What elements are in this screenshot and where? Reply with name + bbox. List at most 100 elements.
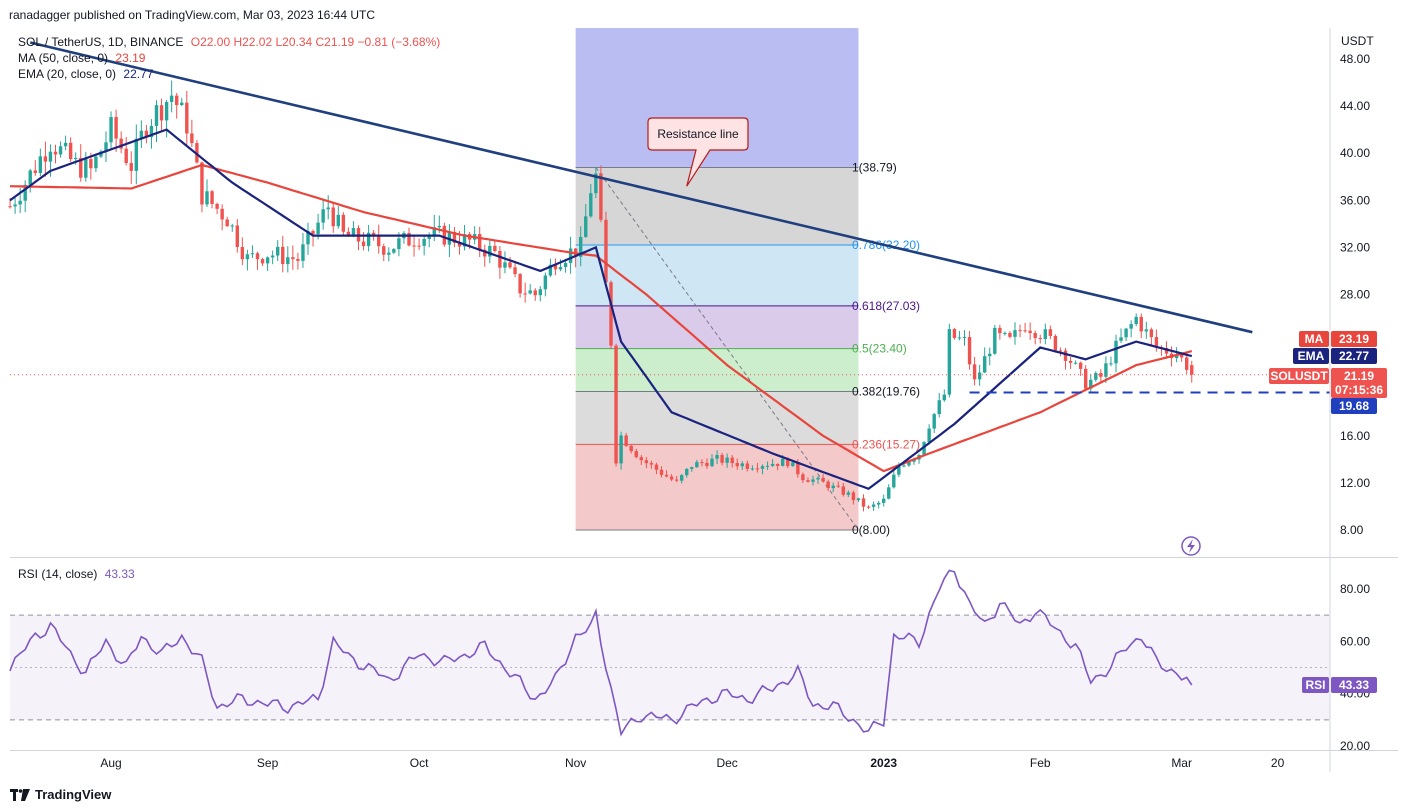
candle-body (33, 170, 37, 173)
candle-body (58, 146, 63, 155)
candle-body (897, 465, 901, 475)
symbol-tag-label-bg (1269, 368, 1329, 384)
price-tick-label: 28.00 (1340, 288, 1370, 302)
footer-brand[interactable]: TradingView (10, 787, 111, 802)
candle-body (164, 101, 169, 121)
candle-body (543, 275, 548, 290)
candle-body (225, 219, 229, 227)
candle-body (407, 232, 411, 246)
candle-body (68, 142, 73, 160)
candle-body (417, 245, 421, 247)
candle-body (230, 225, 234, 227)
candle-body (104, 142, 108, 152)
ma50-line[interactable] (9, 163, 1193, 473)
ma-tag-label: MA (1305, 332, 1324, 346)
candle-body (452, 231, 457, 243)
candle-body (644, 460, 649, 464)
time-tick-label: Mar (1171, 756, 1192, 770)
candle-body (740, 463, 744, 467)
ema20-line[interactable] (9, 128, 1193, 491)
resistance-callout[interactable]: Resistance line (647, 117, 749, 187)
candle-body (1164, 347, 1169, 354)
legend-ema-row[interactable]: EMA (20, close, 0) 22.77 (18, 66, 153, 82)
candle-body (1124, 328, 1128, 338)
candle-body (533, 290, 537, 296)
candle-body (972, 364, 977, 380)
annotation-layer[interactable]: Resistance line (647, 117, 1201, 556)
candle-body (185, 102, 189, 134)
candle-body (1114, 340, 1118, 364)
candle-body (351, 228, 356, 237)
flash-icon[interactable] (1181, 536, 1201, 556)
candle-body (1073, 362, 1078, 364)
price-tick-label: 16.00 (1340, 429, 1370, 443)
candle-body (558, 267, 563, 270)
candle-body (1003, 332, 1007, 334)
legend-ma-row[interactable]: MA (50, close, 0) 23.19 (18, 50, 145, 66)
candle-body (1174, 354, 1179, 359)
price-tick-label: 32.00 (1340, 240, 1370, 254)
candle-body (983, 356, 987, 373)
candle-body (680, 475, 684, 481)
candle-body (796, 462, 800, 475)
legend-rsi-row[interactable]: RSI (14, close) 43.33 (18, 566, 135, 582)
time-tick-label: Dec (716, 756, 737, 770)
candle-body (159, 105, 164, 121)
candle-body (967, 337, 972, 365)
ema-tag-value: 22.77 (1339, 349, 1369, 363)
fib-level-label: 1(38.79) (852, 160, 897, 174)
candle-body (190, 133, 194, 144)
candle-body (1053, 335, 1058, 351)
candle-body (912, 459, 916, 462)
candle-body (735, 463, 739, 467)
candle-body (503, 262, 507, 268)
candle-body (922, 442, 926, 455)
candle-body (594, 173, 598, 194)
fibonacci-retracement[interactable]: 1(38.79)0.786(32.20)0.618(27.03)0.5(23.4… (575, 28, 920, 537)
candle-body (604, 219, 608, 283)
candle-body (392, 249, 396, 253)
candle-body (801, 474, 805, 481)
candle-body (720, 455, 724, 463)
price-tick-label: 8.00 (1340, 523, 1364, 537)
candle-body (664, 474, 669, 477)
candle-body (755, 468, 760, 470)
candle-body (1179, 354, 1184, 358)
candle-body (993, 327, 997, 354)
candle-body (366, 232, 371, 247)
candle-body (326, 207, 330, 210)
candle-body (311, 231, 315, 234)
candle-body (760, 466, 765, 469)
price-tick-label: 48.00 (1340, 52, 1370, 66)
resistance-trendline[interactable] (29, 41, 1253, 334)
candle-body (700, 462, 704, 464)
rsi-tag-value: 43.33 (1339, 678, 1369, 692)
candle-body (952, 329, 957, 338)
candle-body (220, 208, 224, 220)
symbol-title[interactable]: SOL / TetherUS, 1D, BINANCE (18, 35, 184, 49)
candle-body (210, 191, 214, 204)
candle-body (1144, 329, 1148, 332)
candle-body (124, 148, 128, 164)
candle-body (957, 337, 962, 339)
candle-body (99, 151, 103, 157)
candle-body (149, 125, 154, 138)
candle-body (154, 105, 159, 126)
candle-body (513, 267, 517, 275)
candle-body (255, 253, 260, 260)
candle-body (876, 502, 881, 505)
candle-body (831, 485, 835, 489)
candle-body (553, 264, 558, 270)
rsi-line[interactable] (9, 569, 1193, 737)
trendline-layer[interactable] (10, 41, 1330, 394)
candle-body (624, 435, 628, 446)
candle-body (887, 487, 891, 499)
candle-body (882, 498, 886, 503)
candle-body (422, 238, 426, 246)
ohlc-values: O22.00 H22.02 L20.34 C21.19 −0.81 (−3.68… (190, 35, 441, 49)
candle-body (377, 235, 381, 247)
candle-body (291, 257, 295, 260)
candle-body (1078, 362, 1083, 369)
candle-body (1134, 316, 1138, 325)
candle-body (1104, 363, 1108, 377)
